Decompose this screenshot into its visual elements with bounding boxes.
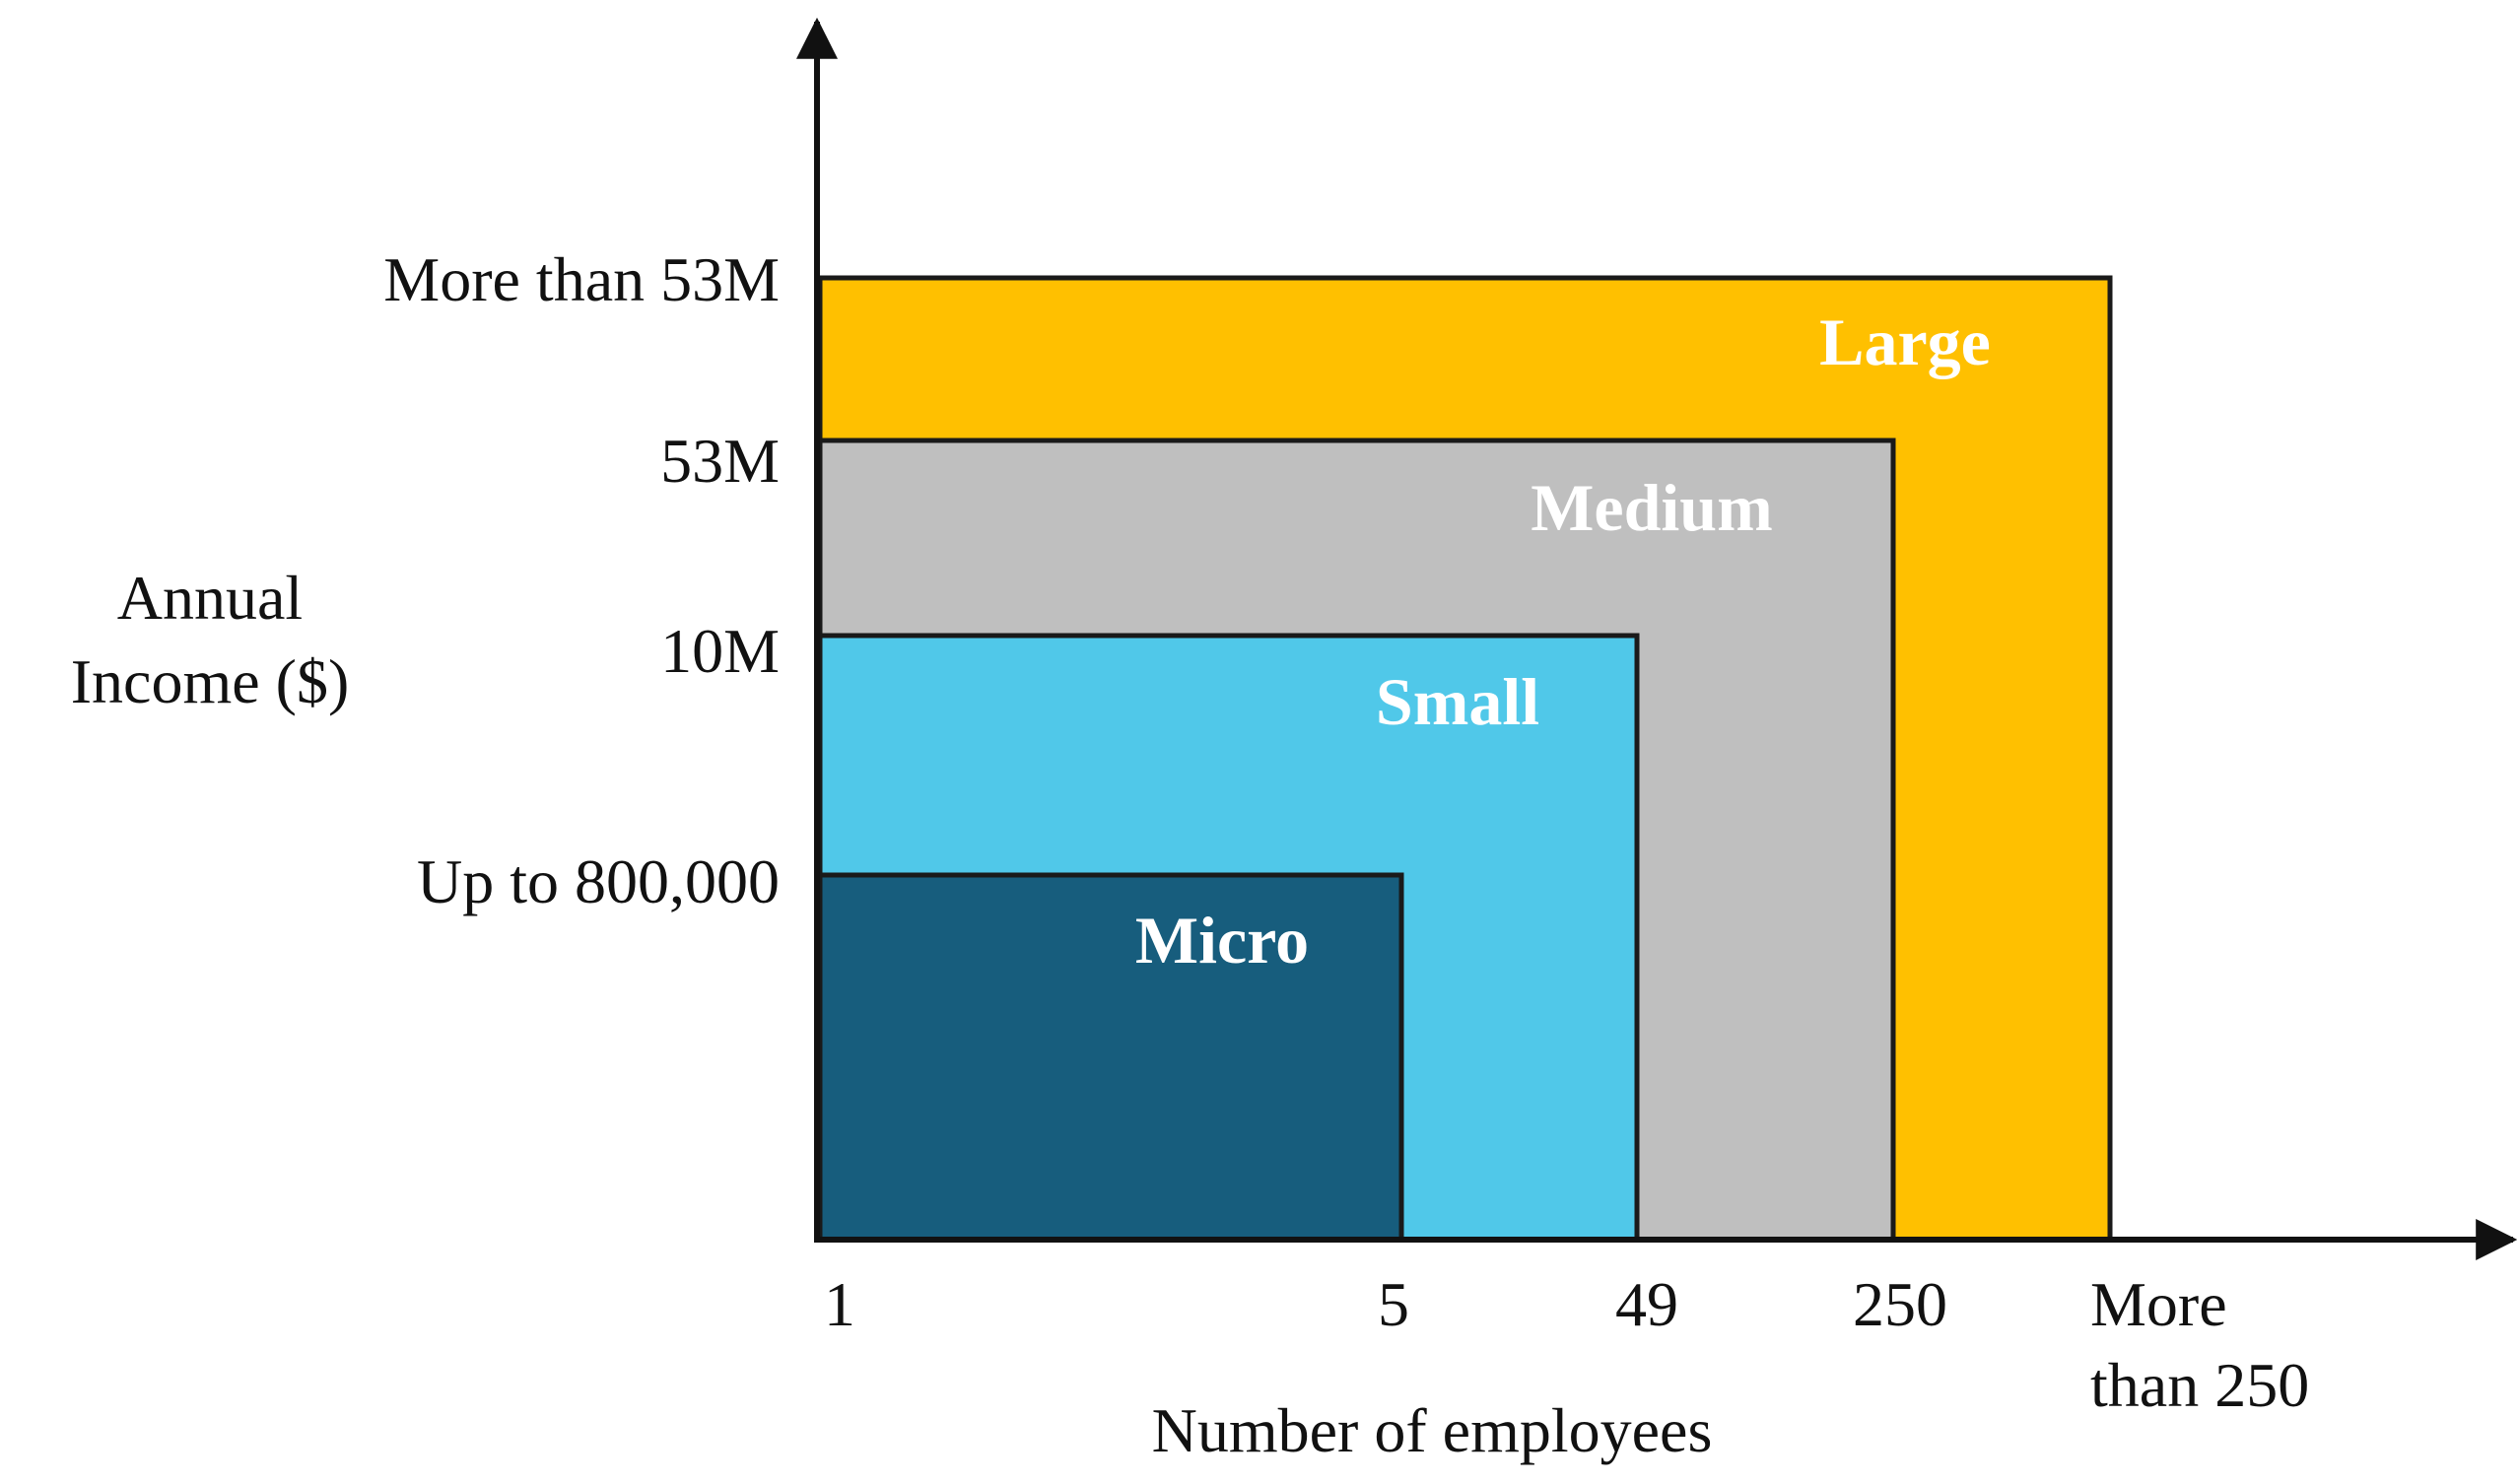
regions — [817, 275, 2113, 1243]
x-axis-label: Number of employees — [1152, 1395, 1713, 1465]
x-level: 5 — [1378, 1269, 1409, 1339]
y-axis-label: Income ($) — [71, 646, 350, 716]
y-level: 10M — [660, 616, 780, 686]
x-level: 250 — [1853, 1269, 1947, 1339]
x-level: 49 — [1615, 1269, 1678, 1339]
y-axis-label: Annual — [117, 563, 303, 633]
region-micro — [817, 872, 1404, 1243]
region-label: Medium — [1531, 470, 1773, 545]
y-level: More than 53M — [383, 244, 780, 314]
region-label: Micro — [1135, 903, 1309, 978]
x-level: 1 — [824, 1269, 855, 1339]
y-level: 53M — [660, 426, 780, 496]
x-level: than 250 — [2090, 1350, 2309, 1420]
x-level: More — [2090, 1269, 2227, 1339]
region-label: Small — [1376, 664, 1539, 739]
y-level: Up to 800,000 — [417, 846, 780, 916]
region-label: Large — [1819, 304, 1991, 379]
